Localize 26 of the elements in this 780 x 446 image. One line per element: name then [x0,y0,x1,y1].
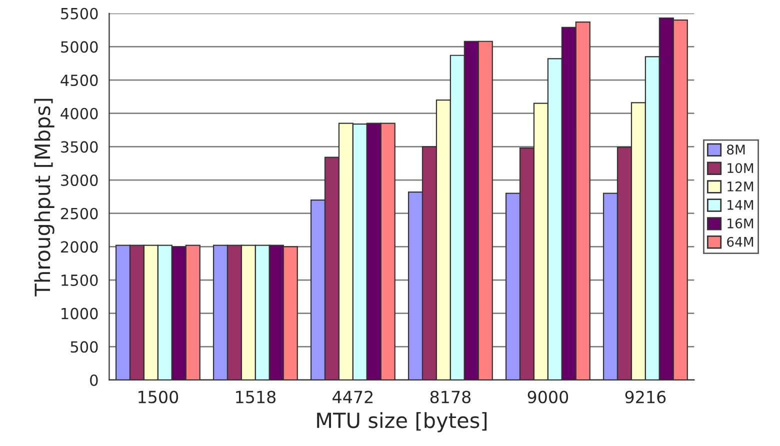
x-tick-label: 9216 [625,390,666,404]
y-axis-title: Throughput [Mbps] [34,98,54,296]
x-tick-label: 4472 [332,390,372,404]
x-tick-label: 1500 [138,390,178,404]
y-tick-label: 1500 [62,274,98,286]
y-tick-label: 3000 [61,174,98,186]
legend-label: 16M [728,218,754,228]
legend-label: 10M [728,163,754,174]
y-tick-label: 5000 [61,41,98,53]
x-tick-label: 9000 [528,390,568,404]
legend-label: 14M [728,200,754,210]
x-axis-title: MTU size [bytes] [317,412,487,432]
y-tick-label: 4500 [60,74,98,86]
y-tick-label: 500 [70,341,98,353]
y-tick-label: 2500 [61,208,98,220]
legend-label: 12M [728,182,754,192]
y-tick-label: 2000 [61,241,98,253]
legend-label: 64M [727,236,754,247]
y-tick-label: 1000 [62,308,98,320]
x-tick-label: 8178 [430,390,471,404]
legend-label: 8M [727,144,745,155]
y-tick-label: 0 [90,374,98,386]
x-tick-label: 1518 [236,390,276,404]
y-tick-label: 5500 [61,8,98,20]
y-tick-label: 3500 [61,141,98,153]
y-tick-label: 4000 [60,108,98,120]
